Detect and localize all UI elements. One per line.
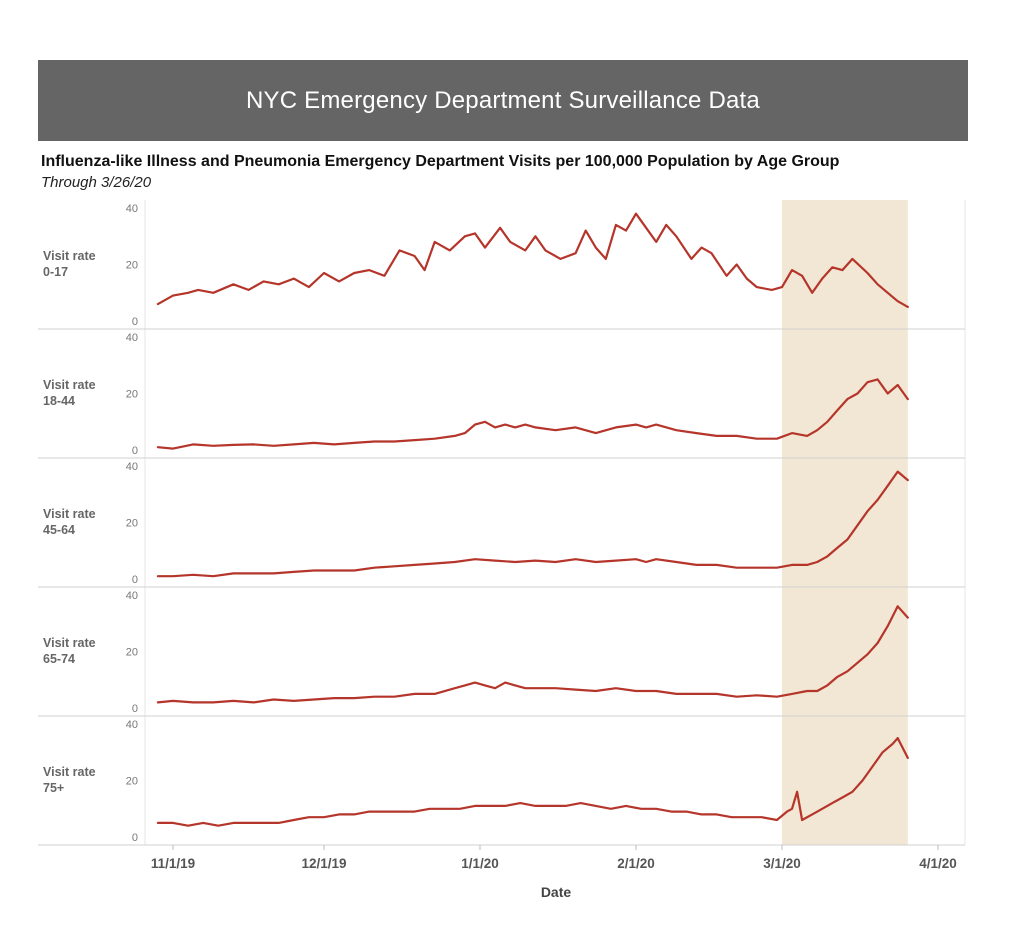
x-axis-title: Date [541, 884, 572, 900]
x-tick-label: 4/1/20 [919, 856, 957, 871]
panel-label-age-group: 75+ [43, 781, 65, 795]
series-line-45-64 [156, 470, 909, 578]
panel-label-age-group: 0-17 [43, 265, 69, 279]
panel-label-age-group: 65-74 [43, 652, 75, 666]
panel-label-age-group: 18-44 [43, 394, 75, 408]
x-tick-label: 1/1/20 [461, 856, 499, 871]
panel-label-line1: Visit rate [43, 378, 96, 392]
panel-label: Visit rate 0-17 [43, 248, 96, 280]
series-line-18-44 [156, 378, 909, 450]
y-tick-label: 0 [132, 832, 138, 844]
y-tick-label: 0 [132, 445, 138, 457]
x-tick-label: 11/1/19 [151, 856, 195, 871]
banner: NYC Emergency Department Surveillance Da… [38, 60, 968, 141]
highlight-band [781, 200, 908, 845]
x-tick-label: 3/1/20 [763, 856, 801, 871]
chart-subtitle: Influenza-like Illness and Pneumonia Eme… [41, 153, 840, 170]
panel-label: Visit rate 75+ [43, 764, 96, 796]
panel-label: Visit rate 65-74 [43, 635, 96, 667]
y-tick-label: 0 [132, 574, 138, 586]
panel-label-line1: Visit rate [43, 249, 96, 263]
series-line-75+ [156, 737, 909, 827]
y-tick-label: 0 [132, 703, 138, 715]
series-line-65-74 [156, 605, 909, 704]
y-tick-label: 20 [126, 518, 138, 530]
panel-label: Visit rate 18-44 [43, 377, 96, 409]
series-line-0-17 [156, 212, 909, 308]
panel-label-line1: Visit rate [43, 765, 96, 779]
panel-label: Visit rate 45-64 [43, 506, 96, 538]
panel-label-line1: Visit rate [43, 507, 96, 521]
y-tick-label: 40 [126, 590, 138, 602]
through-date: Through 3/26/20 [41, 174, 152, 191]
y-tick-label: 20 [126, 260, 138, 272]
y-tick-label: 20 [126, 647, 138, 659]
y-tick-label: 20 [126, 389, 138, 401]
y-tick-label: 40 [126, 461, 138, 473]
panel-label-line1: Visit rate [43, 636, 96, 650]
panel-label-age-group: 45-64 [43, 523, 75, 537]
y-tick-label: 20 [126, 776, 138, 788]
x-tick-label: 2/1/20 [617, 856, 655, 871]
y-tick-label: 40 [126, 719, 138, 731]
x-tick-label: 12/1/19 [301, 856, 346, 871]
y-tick-label: 40 [126, 203, 138, 215]
y-tick-label: 0 [132, 316, 138, 328]
banner-title: NYC Emergency Department Surveillance Da… [246, 86, 760, 114]
y-tick-label: 40 [126, 332, 138, 344]
